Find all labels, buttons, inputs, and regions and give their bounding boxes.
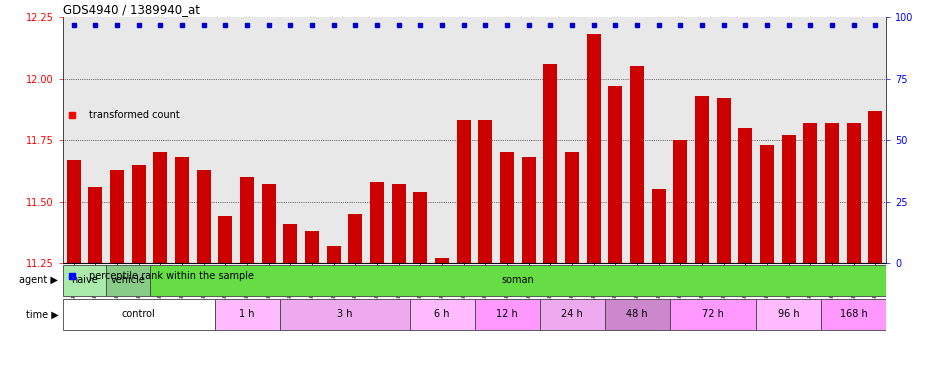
Bar: [283, 224, 298, 263]
Bar: [197, 170, 211, 263]
Text: 6 h: 6 h: [434, 309, 450, 319]
Bar: [478, 121, 492, 263]
Bar: [435, 258, 449, 263]
Bar: [539, 300, 605, 330]
Bar: [218, 216, 232, 263]
Bar: [670, 300, 756, 330]
Bar: [586, 35, 600, 263]
Bar: [630, 66, 644, 263]
Bar: [175, 157, 189, 263]
Text: transformed count: transformed count: [89, 110, 179, 120]
Bar: [522, 157, 536, 263]
Bar: [605, 300, 670, 330]
Bar: [215, 300, 279, 330]
Text: 24 h: 24 h: [561, 309, 583, 319]
Bar: [500, 152, 514, 263]
Bar: [131, 165, 146, 263]
Text: 72 h: 72 h: [702, 309, 723, 319]
Text: 1 h: 1 h: [240, 309, 254, 319]
Bar: [756, 300, 821, 330]
Bar: [825, 123, 839, 263]
Bar: [760, 145, 774, 263]
Bar: [457, 121, 471, 263]
Text: 168 h: 168 h: [840, 309, 868, 319]
Text: control: control: [122, 309, 155, 319]
Bar: [695, 96, 709, 263]
Bar: [67, 160, 80, 263]
Bar: [240, 177, 254, 263]
Bar: [475, 300, 539, 330]
Bar: [565, 152, 579, 263]
Bar: [305, 231, 319, 263]
Bar: [673, 140, 687, 263]
Text: GDS4940 / 1389940_at: GDS4940 / 1389940_at: [63, 3, 200, 16]
Bar: [609, 86, 623, 263]
Text: 12 h: 12 h: [496, 309, 518, 319]
Bar: [543, 64, 558, 263]
Bar: [63, 265, 106, 296]
Text: vehicle: vehicle: [110, 275, 145, 285]
Text: agent ▶: agent ▶: [19, 275, 58, 285]
Bar: [651, 189, 666, 263]
Bar: [717, 98, 731, 263]
Text: soman: soman: [501, 275, 535, 285]
Bar: [327, 246, 340, 263]
Text: naive: naive: [71, 275, 98, 285]
Text: 48 h: 48 h: [626, 309, 647, 319]
Bar: [391, 184, 406, 263]
Bar: [279, 300, 410, 330]
Text: percentile rank within the sample: percentile rank within the sample: [89, 271, 253, 281]
Text: 3 h: 3 h: [337, 309, 352, 319]
Bar: [782, 135, 796, 263]
Bar: [869, 111, 882, 263]
Bar: [410, 300, 475, 330]
Bar: [803, 123, 818, 263]
Bar: [150, 265, 886, 296]
Bar: [262, 184, 276, 263]
Bar: [821, 300, 886, 330]
Bar: [738, 128, 752, 263]
Bar: [89, 187, 103, 263]
Bar: [63, 300, 215, 330]
Bar: [106, 265, 150, 296]
Text: time ▶: time ▶: [26, 310, 58, 320]
Bar: [154, 152, 167, 263]
Text: 96 h: 96 h: [778, 309, 799, 319]
Bar: [349, 214, 363, 263]
Bar: [370, 182, 384, 263]
Bar: [413, 192, 427, 263]
Bar: [846, 123, 860, 263]
Bar: [110, 170, 124, 263]
